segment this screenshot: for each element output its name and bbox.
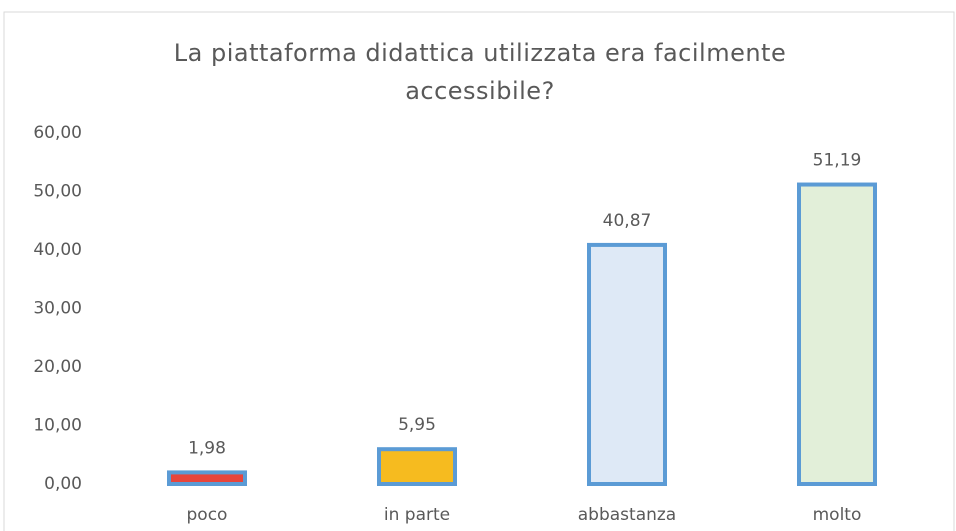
chart-frame: [3, 11, 955, 531]
y-tick-label: 10,00: [33, 416, 82, 436]
y-tick-label: 0,00: [44, 474, 82, 494]
bar: [797, 182, 877, 486]
data-label: 5,95: [398, 415, 436, 435]
x-tick-label: poco: [187, 505, 228, 525]
data-label: 1,98: [188, 438, 226, 458]
x-tick-label: abbastanza: [578, 505, 676, 525]
bar: [587, 242, 667, 486]
x-tick-label: in parte: [384, 505, 450, 525]
bar: [167, 470, 247, 486]
y-tick-label: 20,00: [33, 357, 82, 377]
y-tick-label: 30,00: [33, 299, 82, 319]
data-label: 40,87: [603, 211, 652, 231]
x-tick-label: molto: [813, 505, 862, 525]
bar: [377, 447, 457, 487]
y-tick-label: 60,00: [33, 123, 82, 143]
y-tick-label: 50,00: [33, 182, 82, 202]
chart-title: La piattaforma didattica utilizzata era …: [173, 39, 787, 105]
data-label: 51,19: [813, 151, 862, 171]
y-tick-label: 40,00: [33, 240, 82, 260]
